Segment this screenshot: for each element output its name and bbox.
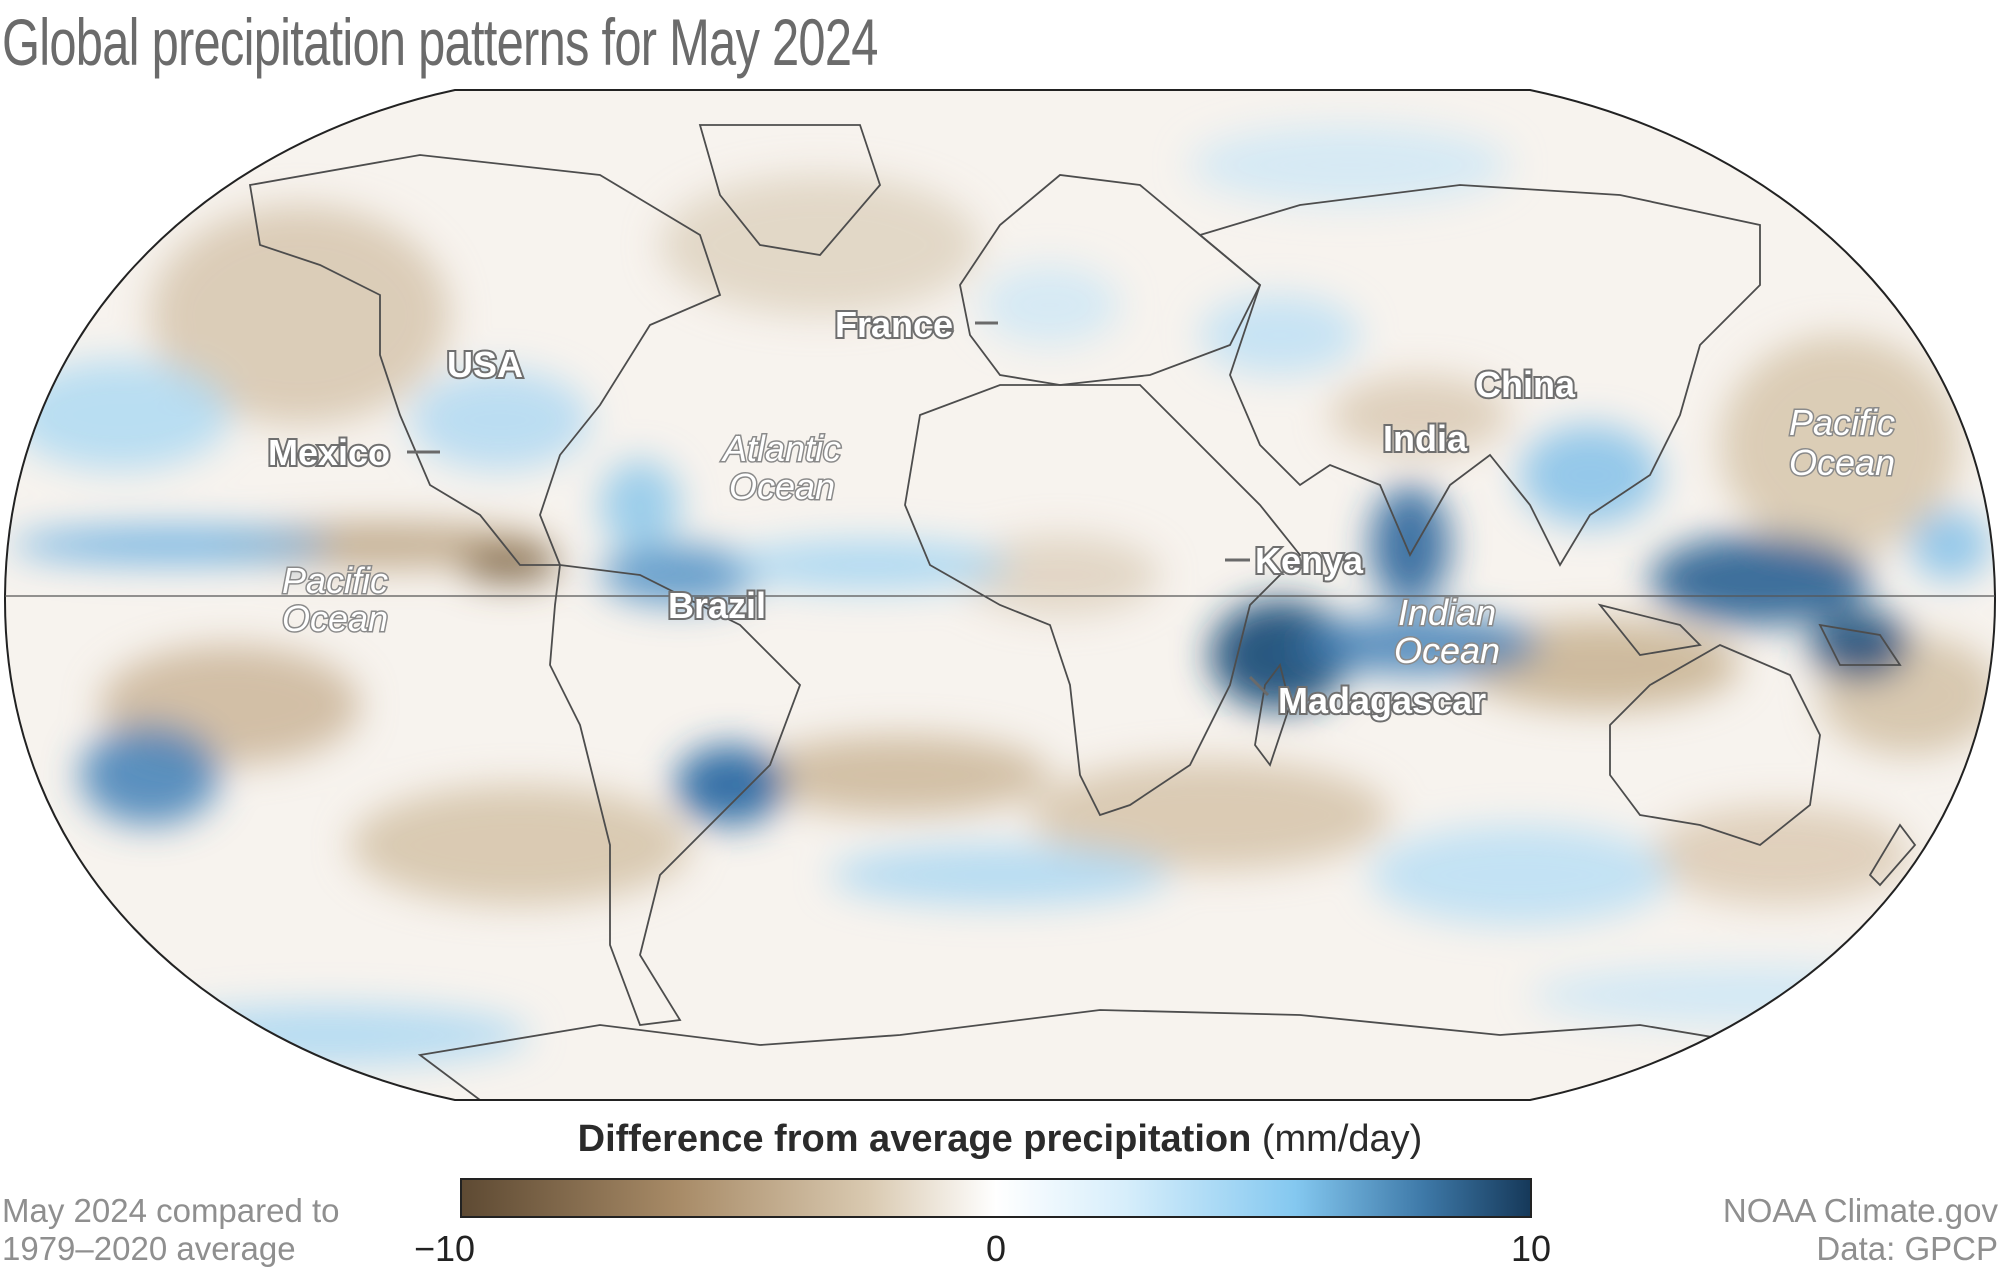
footnote-left-line2: 1979–2020 average [2, 1230, 296, 1267]
footnote-right: NOAA Climate.gov Data: GPCP [1723, 1192, 1998, 1268]
label-kenya: Kenya [1255, 540, 1364, 581]
legend-title-main: Difference from average precipitation [577, 1118, 1252, 1160]
legend-max-label: 10 [1511, 1228, 1552, 1269]
label-mexico: Mexico [268, 432, 390, 473]
label-france: France [835, 304, 953, 345]
coastlines [248, 124, 1917, 1100]
label-indian-ocean-line1: Indian [1398, 592, 1496, 633]
label-madagascar: Madagascar [1278, 680, 1486, 721]
footnote-right-line1: NOAA Climate.gov [1722, 1192, 1998, 1229]
label-india: India [1383, 418, 1468, 459]
label-china: China [1475, 364, 1576, 405]
label-atlantic-ocean-line1: Atlantic [721, 428, 841, 469]
legend-min-label: −10 [414, 1228, 476, 1269]
label-indian-ocean-line2: Ocean [1394, 630, 1500, 671]
label-brazil: Brazil [668, 585, 766, 626]
legend-title: Difference from average precipitation (m… [0, 1118, 2000, 1161]
footnote-left: May 2024 compared to 1979–2020 average [2, 1192, 340, 1268]
label-pacific-ocean-west-line2: Ocean [282, 598, 388, 639]
label-pacific-ocean-east-line1: Pacific [1789, 402, 1895, 443]
legend-title-unit: (mm/day) [1261, 1118, 1423, 1160]
legend-color-bar [460, 1178, 1532, 1218]
label-pacific-ocean-east-line2: Ocean [1789, 442, 1895, 483]
precipitation-anomaly-field [5, 90, 1995, 1100]
page-title: Global precipitation patterns for May 20… [2, 5, 878, 79]
globe-outline [3, 89, 1997, 1101]
madagascar-leader [1248, 675, 1270, 697]
precipitation-map: France USA Mexico China India Kenya Braz… [3, 89, 1997, 1101]
legend-mid-label: 0 [986, 1228, 1007, 1269]
footnote-right-line2: Data: GPCP [1816, 1230, 1998, 1267]
label-usa: USA [447, 344, 523, 385]
label-pacific-ocean-west-line1: Pacific [282, 560, 388, 601]
label-atlantic-ocean-line2: Ocean [729, 466, 835, 507]
footnote-left-line1: May 2024 compared to [2, 1192, 340, 1229]
